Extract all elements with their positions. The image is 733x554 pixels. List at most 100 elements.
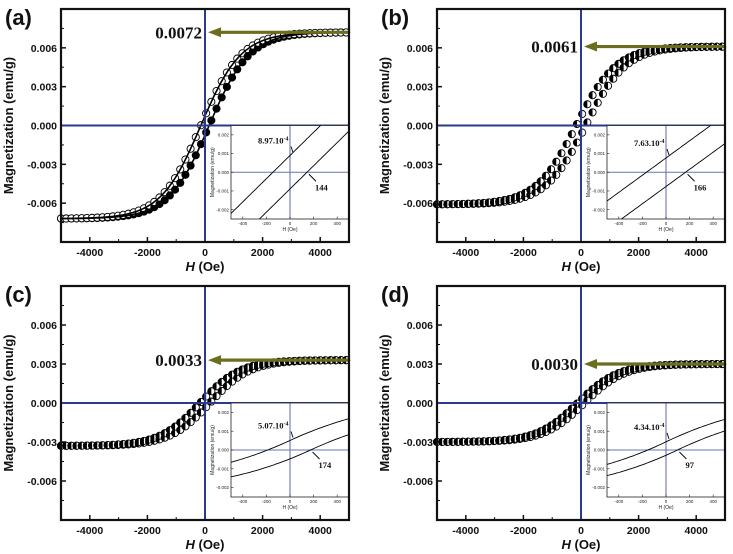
inset-x-tick-label: 400 xyxy=(709,499,717,504)
half-filled-marker-fill xyxy=(480,199,484,207)
coercivity-annotation: 166 xyxy=(694,182,707,192)
y-tick-label: 0.003 xyxy=(31,82,57,94)
half-filled-marker-fill xyxy=(469,199,474,208)
inset-upper-branch xyxy=(231,418,349,463)
half-filled-marker-fill xyxy=(192,413,196,422)
half-filled-marker-fill xyxy=(537,427,541,435)
half-filled-marker-fill xyxy=(521,433,526,441)
y-tick-label: 0.006 xyxy=(407,43,433,55)
half-filled-marker-fill xyxy=(228,378,233,386)
half-filled-marker-fill xyxy=(218,378,222,386)
half-filled-marker-fill xyxy=(568,404,572,413)
half-filled-marker-fill xyxy=(212,382,217,390)
x-axis-label: H (Oe) xyxy=(185,537,224,552)
half-filled-marker-fill xyxy=(233,368,238,376)
half-filled-marker-fill xyxy=(516,191,520,199)
half-filled-marker-fill xyxy=(474,199,479,207)
inset-x-axis-label: H (Oe) xyxy=(659,227,674,233)
half-filled-marker-fill xyxy=(604,69,609,78)
plot-frame xyxy=(435,284,727,522)
x-tick-label: 0 xyxy=(578,247,584,259)
half-filled-marker-fill xyxy=(109,441,113,449)
half-filled-marker-fill xyxy=(563,409,567,417)
half-filled-marker-fill xyxy=(171,423,176,431)
inset-x-tick-label: 0 xyxy=(289,499,292,504)
half-filled-marker-fill xyxy=(511,435,515,443)
inset-lower-branch xyxy=(231,434,349,478)
half-filled-marker-fill xyxy=(218,387,222,395)
half-filled-marker-fill xyxy=(166,426,170,434)
x-tick-label: 4000 xyxy=(309,525,333,537)
half-filled-marker-fill xyxy=(500,196,505,204)
remanence-mantissa: 8.97.10 xyxy=(258,135,284,145)
x-axis-label-unit: (Oe) xyxy=(195,537,225,552)
x-tick-label: 2000 xyxy=(627,525,651,537)
inset-x-tick-label: 200 xyxy=(310,499,318,504)
remanence-pointer xyxy=(666,432,670,439)
x-tick-label: 4000 xyxy=(685,525,709,537)
inset-y-tick-label: -0.001 xyxy=(216,189,229,194)
half-filled-marker-fill xyxy=(238,365,243,374)
inset-x-tick-label: 200 xyxy=(686,221,694,226)
inset-x-tick-label: 400 xyxy=(709,221,717,226)
inset: 0.002 0.001 0.000 -0.001 -0.002 -400 -200 0 200 4… xyxy=(210,402,350,511)
y-tick-label: -0.003 xyxy=(27,437,57,449)
inset-y-tick-label: -0.002 xyxy=(216,207,229,212)
inset-y-tick-label: -0.001 xyxy=(216,466,229,471)
half-filled-marker-fill xyxy=(171,429,176,437)
remanence-mantissa: 4.34.10 xyxy=(634,422,660,432)
x-tick-label: -4000 xyxy=(76,247,103,259)
x-axis-label-symbol: H xyxy=(561,537,571,552)
half-filled-marker-fill xyxy=(490,437,495,445)
inset-y-tick-label: 0.002 xyxy=(218,132,230,137)
half-filled-marker-fill xyxy=(625,59,629,67)
half-filled-marker-fill xyxy=(181,414,186,422)
inset-upper-branch xyxy=(231,125,322,214)
x-axis-label-unit: (Oe) xyxy=(571,259,601,274)
half-filled-marker-fill xyxy=(119,440,124,448)
half-filled-marker-fill xyxy=(93,441,98,449)
remanence-annotation: 4.34.10-4 xyxy=(634,422,665,432)
saturation-arrow-head xyxy=(584,359,597,369)
half-filled-marker-fill xyxy=(614,369,619,377)
inset-y-tick-label: 0.001 xyxy=(594,151,606,156)
coercivity-pointer xyxy=(308,173,317,182)
half-filled-marker-fill xyxy=(448,438,453,446)
panel-label: (d) xyxy=(381,282,409,307)
half-filled-marker-fill xyxy=(516,434,520,442)
half-filled-marker-fill xyxy=(150,434,155,442)
coercivity-pointer xyxy=(312,451,320,460)
half-filled-marker-fill xyxy=(88,441,93,450)
y-tick-label: -0.006 xyxy=(403,198,433,210)
half-filled-marker-fill xyxy=(454,200,458,208)
half-filled-marker-fill xyxy=(604,374,609,382)
coercivity-annotation: 174 xyxy=(319,460,333,470)
inset-y-tick-label: -0.001 xyxy=(592,466,605,471)
half-filled-marker-fill xyxy=(474,437,479,446)
half-filled-marker-fill xyxy=(223,382,227,390)
x-tick-label: -4000 xyxy=(76,525,103,537)
coercivity-annotation: 144 xyxy=(315,182,329,192)
half-filled-marker-fill xyxy=(526,431,531,439)
half-filled-marker-fill xyxy=(573,406,577,414)
inset-x-tick-label: -200 xyxy=(262,221,272,226)
half-filled-marker-fill xyxy=(531,429,536,437)
half-filled-marker-fill xyxy=(630,51,634,59)
half-filled-marker-fill xyxy=(443,200,448,208)
half-filled-marker-fill xyxy=(625,53,629,61)
half-filled-marker-fill xyxy=(249,362,253,370)
x-tick-label: -4000 xyxy=(452,525,479,537)
half-filled-marker-fill xyxy=(495,436,500,445)
half-filled-marker-fill xyxy=(233,374,238,382)
half-filled-marker-fill xyxy=(568,148,572,156)
half-filled-marker-fill xyxy=(254,361,258,369)
y-tick-label: -0.006 xyxy=(403,476,433,488)
x-tick-label: -2000 xyxy=(510,247,537,259)
half-filled-marker-fill xyxy=(552,158,557,166)
x-tick-label: 2000 xyxy=(251,247,275,259)
half-filled-marker-fill xyxy=(181,422,186,430)
inset-lower-branch xyxy=(258,130,349,219)
half-filled-marker-fill xyxy=(599,377,603,385)
remanence-mantissa: 7.63.10 xyxy=(634,138,660,148)
